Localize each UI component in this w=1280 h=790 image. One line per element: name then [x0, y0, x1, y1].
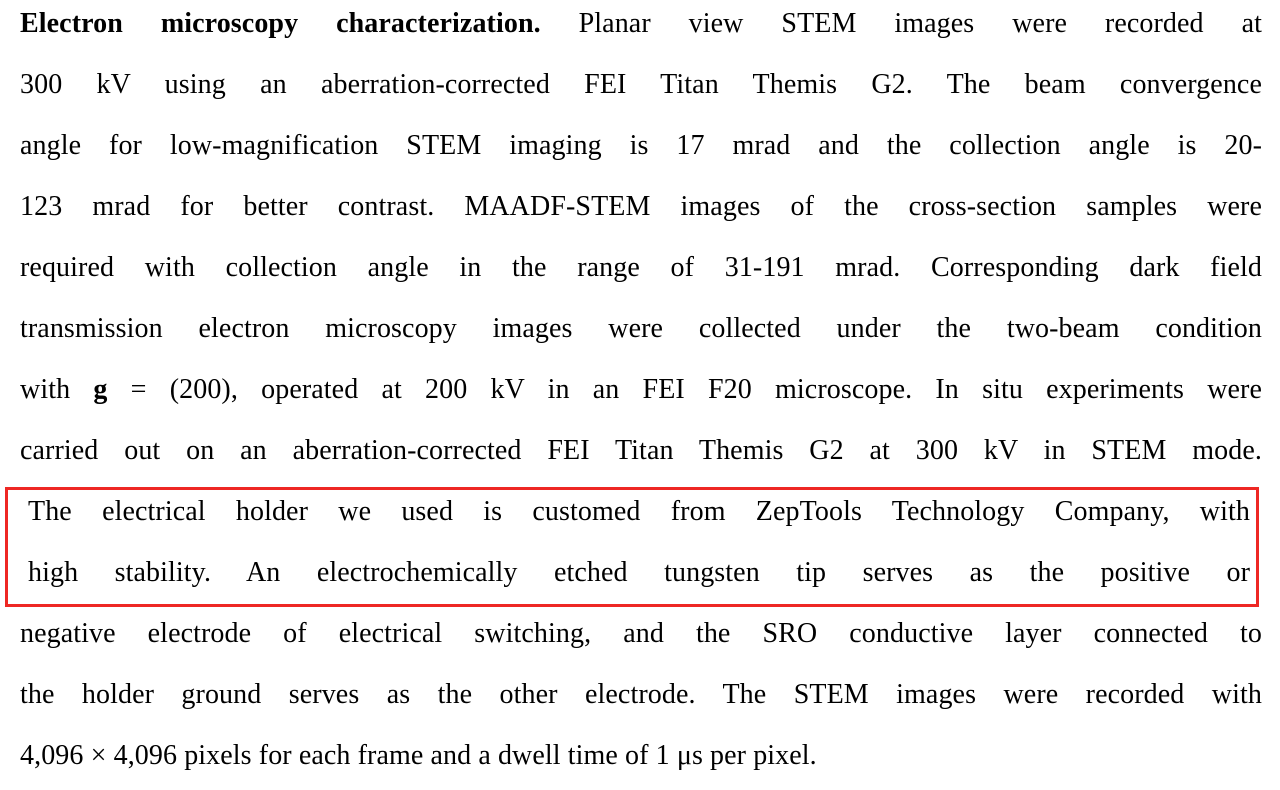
text-run: 300 kV using an aberration-corrected FEI…: [20, 69, 1262, 100]
text-run: Planar view STEM images were recorded at: [540, 8, 1262, 39]
text-run: required with collection angle in the ra…: [20, 252, 1262, 283]
text-line: 123 mrad for better contrast. MAADF-STEM…: [20, 176, 1262, 237]
text-run: with: [20, 374, 94, 405]
text-run: transmission electron microscopy images …: [20, 313, 1262, 344]
section-heading: Electron microscopy characterization.: [20, 8, 541, 39]
methods-paragraph: Electron microscopy characterization. Pl…: [20, 0, 1262, 786]
text-run: 123 mrad for better contrast. MAADF-STEM…: [20, 191, 1262, 222]
text-line: the holder ground serves as the other el…: [20, 664, 1262, 725]
text-run: high stability. An electrochemically etc…: [28, 557, 1250, 588]
text-line: carried out on an aberration-corrected F…: [20, 420, 1262, 481]
text-run: negative electrode of electrical switchi…: [20, 618, 1262, 649]
text-line: 4,096 × 4,096 pixels for each frame and …: [20, 725, 1262, 786]
text-line: required with collection angle in the ra…: [20, 237, 1262, 298]
text-run: 4,096 × 4,096 pixels for each frame and …: [20, 740, 817, 771]
text-run: The electrical holder we used is custome…: [28, 496, 1250, 527]
text-run: the holder ground serves as the other el…: [20, 679, 1262, 710]
bold-g-vector: g: [93, 374, 108, 405]
text-line-highlighted: high stability. An electrochemically etc…: [20, 542, 1262, 603]
text-line: 300 kV using an aberration-corrected FEI…: [20, 54, 1262, 115]
text-run: = (200), operated at 200 kV in an FEI F2…: [107, 374, 1263, 405]
text-line-highlighted: The electrical holder we used is custome…: [20, 481, 1262, 542]
text-line: with g = (200), operated at 200 kV in an…: [20, 359, 1262, 420]
text-line: Electron microscopy characterization. Pl…: [20, 0, 1262, 54]
text-line: angle for low-magnification STEM imaging…: [20, 115, 1262, 176]
text-line: transmission electron microscopy images …: [20, 298, 1262, 359]
text-run: angle for low-magnification STEM imaging…: [20, 130, 1262, 161]
text-run: carried out on an aberration-corrected F…: [20, 435, 1262, 466]
text-line: negative electrode of electrical switchi…: [20, 603, 1262, 664]
